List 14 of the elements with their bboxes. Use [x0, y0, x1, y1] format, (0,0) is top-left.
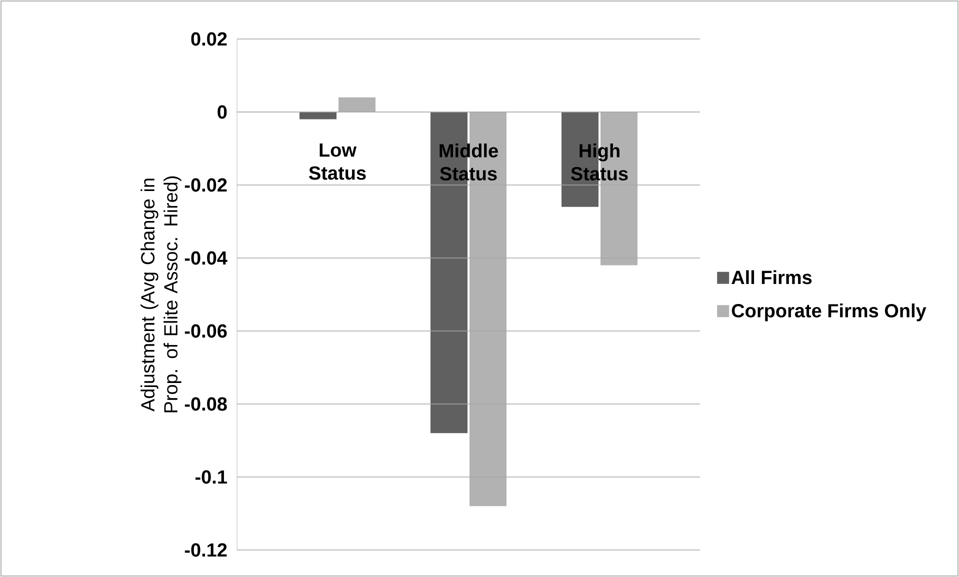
y-tick-label: 0: [218, 105, 227, 119]
x-tick-label: Middle Status: [440, 144, 498, 180]
y-axis-title: Adjustment (Avg Change in Prop. of Elite Assoc. Hired): [140, 176, 182, 412]
x-tick-label: High Status: [571, 144, 628, 180]
legend-label: Corporate Firms Only: [732, 303, 926, 322]
x-tick-label: Low Status: [309, 144, 366, 180]
y-tick-label: -0.02: [184, 178, 227, 192]
y-tick-label: -0.12: [184, 543, 227, 557]
y-tick-label: 0.02: [191, 32, 227, 46]
y-tick-label: -0.1: [195, 470, 227, 484]
y-tick-label: -0.08: [184, 397, 227, 411]
y-tick-label: -0.06: [184, 324, 227, 338]
y-tick-label: -0.04: [184, 251, 228, 265]
legend-label: All Firms: [732, 270, 812, 284]
